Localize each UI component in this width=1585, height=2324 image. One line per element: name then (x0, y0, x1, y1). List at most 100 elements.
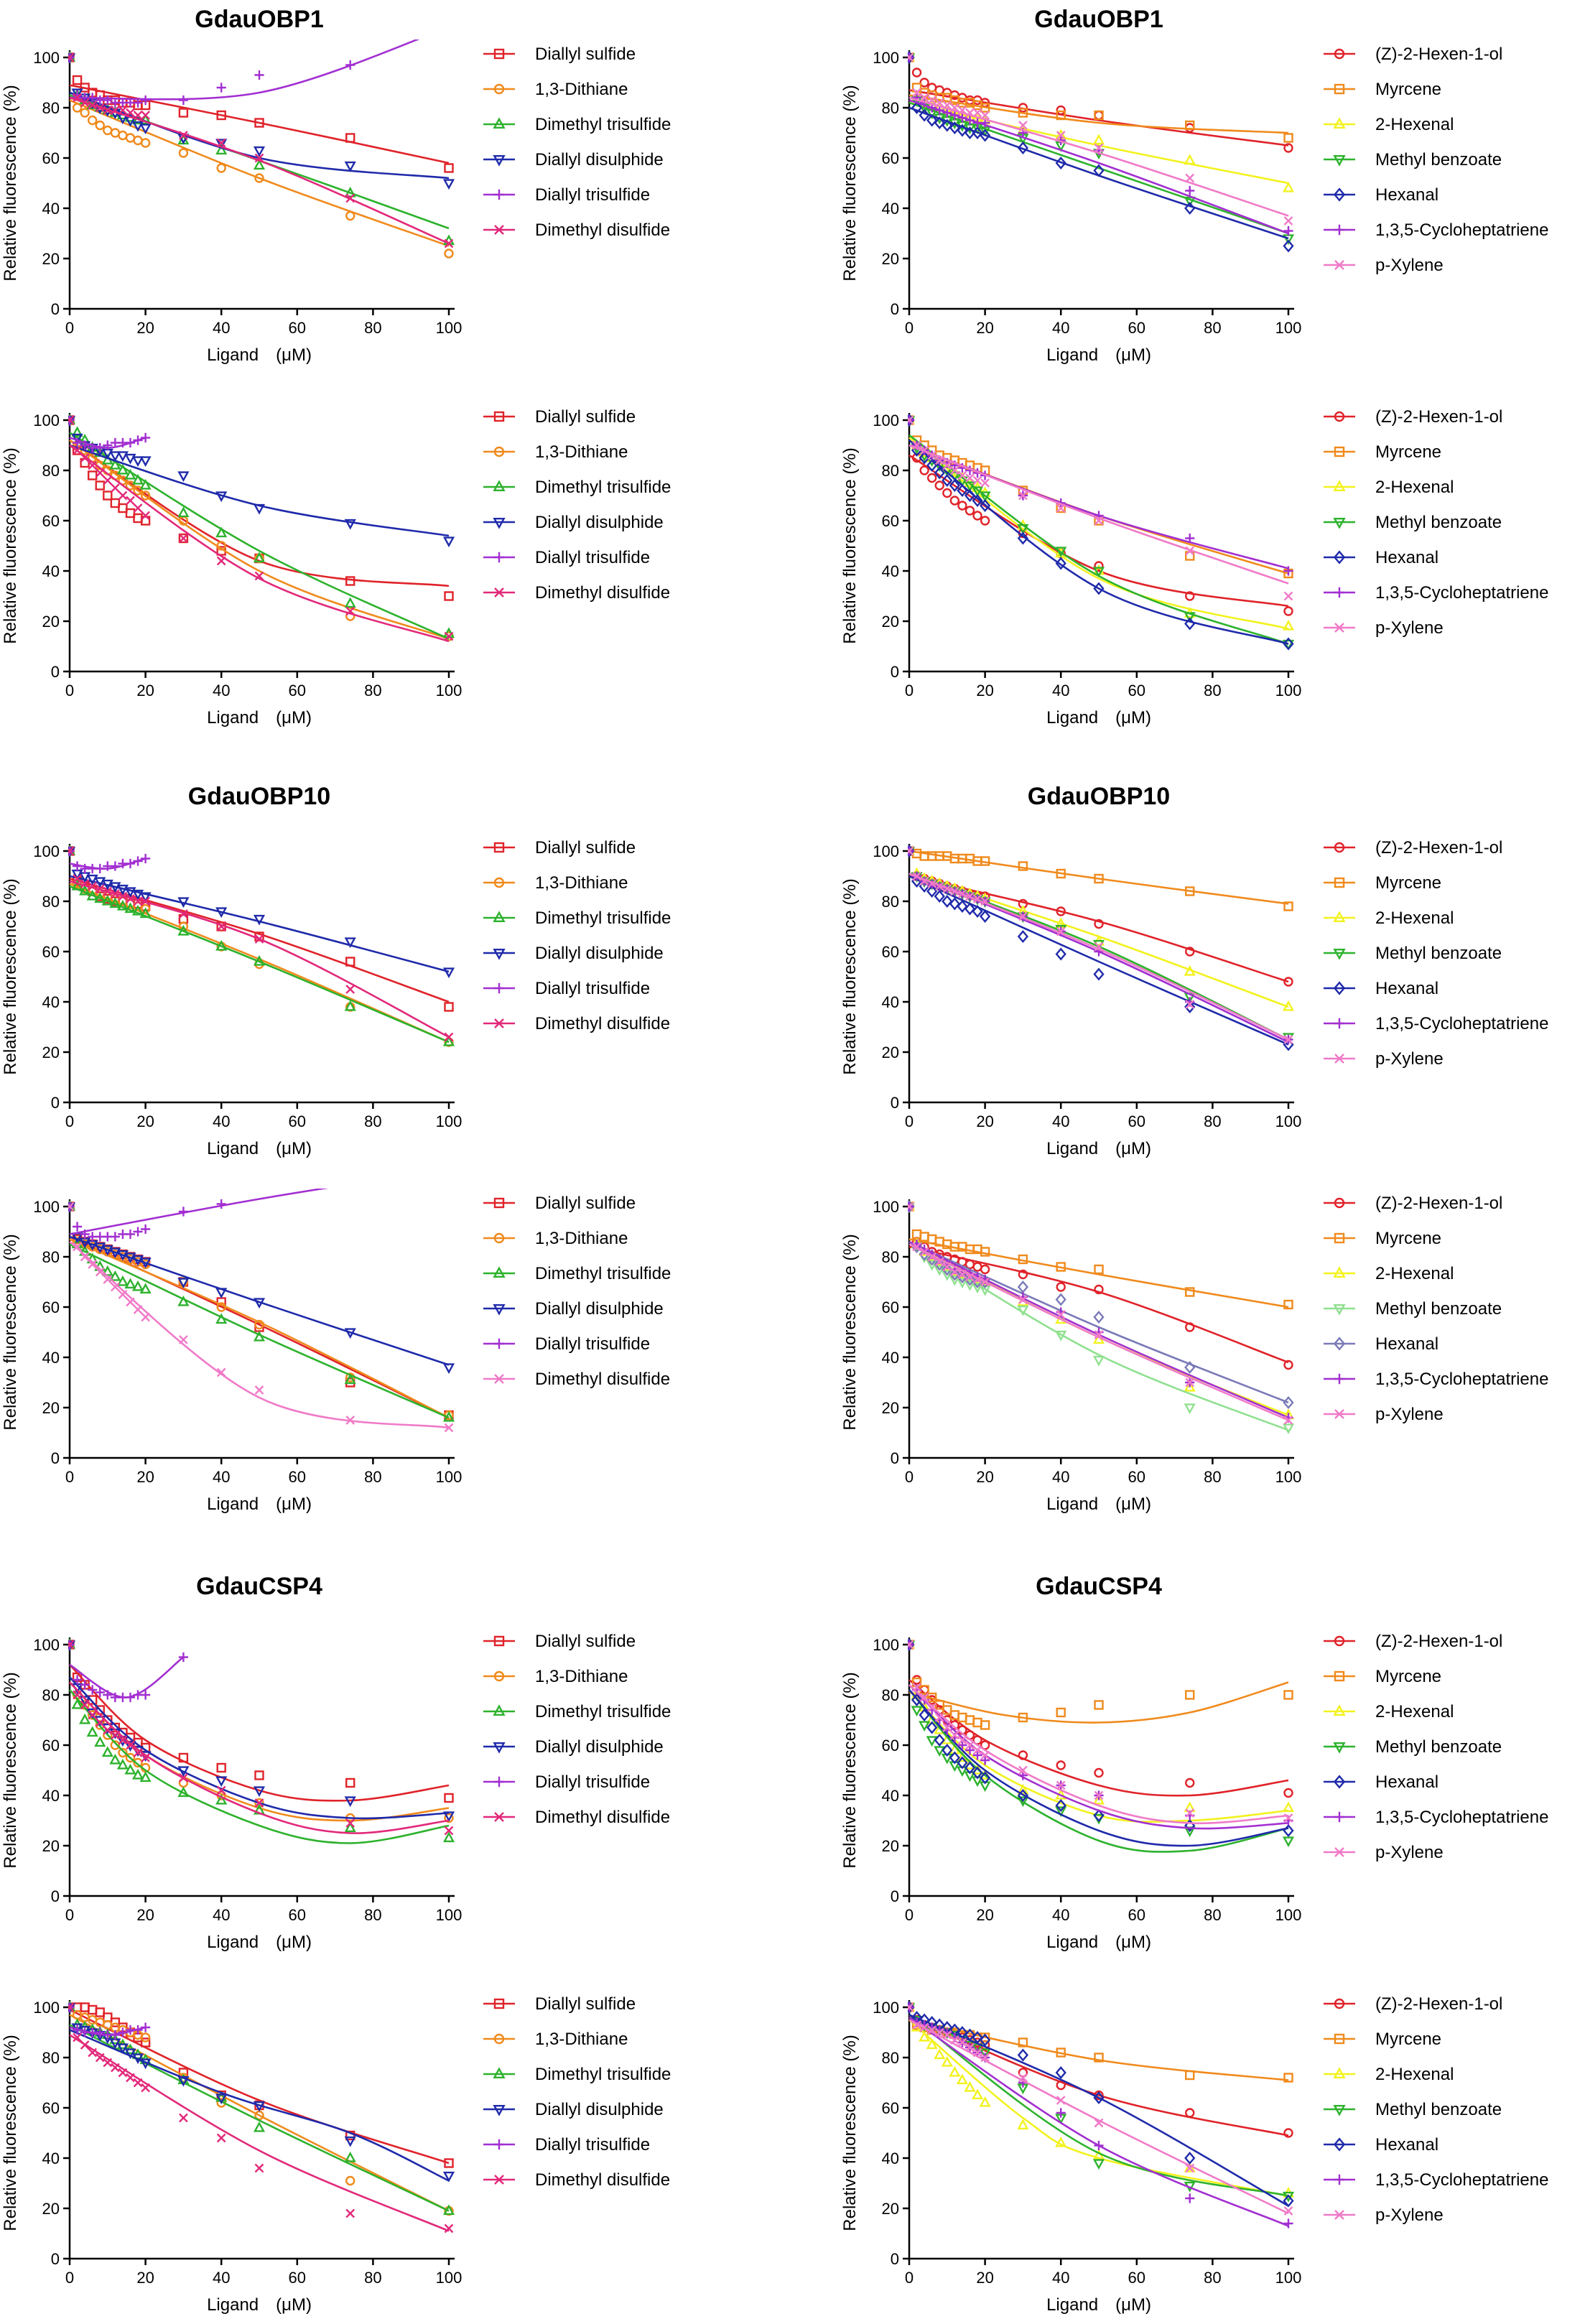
legend-label: 1,3-Dithiane (535, 442, 628, 462)
y-tick-label: 80 (882, 99, 899, 117)
y-tick-label: 80 (42, 1248, 60, 1266)
series-3 (65, 52, 453, 244)
data-point (118, 1277, 127, 1285)
data-point (1186, 1405, 1194, 1413)
x-tick-label: 40 (213, 319, 230, 337)
data-point (346, 1779, 354, 1787)
legend-entry: (Z)-2-Hexen-1-ol (1324, 838, 1502, 857)
data-point (141, 480, 150, 488)
data-point (103, 1748, 112, 1756)
legend-label: Diallyl trisulfide (535, 185, 650, 205)
data-point (118, 465, 127, 473)
y-tick-label: 100 (873, 842, 899, 860)
legend-label: Dimethyl disulfide (535, 1370, 670, 1389)
data-point (141, 1773, 150, 1781)
legend-entry: Hexanal (1324, 1772, 1438, 1792)
data-point (1185, 186, 1194, 195)
legend-label: Dimethyl trisulfide (535, 2065, 671, 2084)
x-tick-label: 20 (976, 682, 993, 699)
legend-entry: Diallyl sulfide (483, 1194, 636, 1213)
legend-label: Diallyl disulphide (535, 1737, 664, 1757)
fit-curve (70, 1658, 183, 1698)
data-point (445, 180, 453, 188)
data-point (981, 479, 989, 487)
legend-entry: 2-Hexenal (1324, 1264, 1454, 1283)
legend-label: Diallyl disulphide (535, 513, 664, 532)
legend-label: 2-Hexenal (1375, 115, 1454, 134)
data-point (96, 2009, 104, 2017)
data-point (346, 2177, 354, 2185)
data-point (118, 131, 126, 139)
legend-marker (1334, 225, 1344, 235)
y-tick-label: 80 (42, 2049, 60, 2067)
data-point (141, 2084, 149, 2092)
x-tick-label: 20 (976, 1468, 993, 1486)
data-point (1095, 1769, 1103, 1777)
data-point (1018, 1282, 1027, 1292)
x-axis-label: Ligand (μM) (1046, 708, 1151, 728)
x-axis-label: Ligand (μM) (207, 1933, 312, 1952)
data-point (445, 1794, 453, 1802)
data-point (981, 1265, 989, 1273)
data-point (913, 69, 921, 77)
y-tick-label: 20 (42, 1399, 60, 1417)
data-point (180, 2114, 187, 2122)
data-point (445, 1003, 453, 1011)
data-point (346, 2153, 355, 2161)
x-tick-label: 100 (1275, 1468, 1302, 1486)
data-point (346, 162, 355, 170)
data-point (1094, 1312, 1103, 1322)
legend-entry: 1,3,5-Cycloheptatriene (1324, 583, 1548, 603)
legend-entry: p-Xylene (1324, 2206, 1444, 2225)
y-tick-label: 20 (882, 250, 899, 268)
y-tick-label: 60 (882, 1737, 899, 1754)
y-tick-label: 60 (42, 943, 60, 961)
x-axis-label: Ligand (μM) (207, 1139, 312, 1158)
y-tick-label: 40 (882, 2149, 899, 2167)
legend-entry: p-Xylene (1324, 1843, 1444, 1862)
fit-curve (70, 1169, 449, 1235)
legend-label: Diallyl trisulfide (535, 1334, 650, 1354)
series-3 (905, 1201, 1293, 1418)
legend-entry: Dimethyl disulfide (483, 1370, 670, 1389)
data-point (346, 985, 354, 993)
x-tick-label: 0 (905, 1906, 914, 1924)
x-tick-label: 100 (436, 2269, 463, 2287)
chart-title: GdauOBP1 (195, 6, 323, 33)
data-point (126, 1765, 134, 1773)
x-tick-label: 20 (136, 2269, 154, 2287)
data-point (346, 212, 354, 220)
legend-label: (Z)-2-Hexen-1-ol (1375, 407, 1502, 427)
x-tick-label: 20 (136, 1906, 154, 1924)
y-tick-label: 40 (42, 562, 60, 580)
x-tick-label: 20 (976, 319, 993, 337)
data-point (445, 538, 453, 546)
legend-entry: Diallyl trisulfide (483, 1334, 650, 1354)
legend-entry: 2-Hexenal (1324, 115, 1454, 134)
y-axis-label: Relative fluorescence (%) (840, 85, 860, 281)
legend-entry: Diallyl trisulfide (483, 1772, 650, 1792)
data-point (1284, 1826, 1293, 1836)
x-tick-label: 100 (1275, 1112, 1302, 1130)
data-point (1056, 1294, 1065, 1304)
y-tick-label: 0 (51, 663, 60, 681)
legend-entry: Diallyl disulphide (483, 1299, 664, 1319)
legend-label: Myrcene (1375, 80, 1441, 99)
x-tick-label: 0 (65, 1906, 74, 1924)
data-point (928, 1235, 936, 1243)
series-4 (905, 1204, 1293, 1433)
legend-label: Diallyl disulphide (535, 150, 664, 169)
legend-entry: (Z)-2-Hexen-1-ol (1324, 407, 1502, 427)
data-point (118, 452, 127, 460)
data-point (256, 935, 264, 943)
y-tick-label: 20 (882, 2200, 899, 2218)
x-tick-label: 60 (1128, 1906, 1145, 1924)
x-tick-label: 100 (1275, 319, 1302, 337)
legend-label: (Z)-2-Hexen-1-ol (1375, 45, 1502, 64)
fit-curve (70, 445, 449, 536)
legend-entry: Dimethyl trisulfide (483, 1264, 671, 1283)
data-point (1056, 2068, 1065, 2078)
x-tick-label: 100 (436, 1468, 463, 1486)
legend-entry: Myrcene (1324, 2030, 1441, 2049)
legend-label: Dimethyl trisulfide (535, 478, 671, 497)
